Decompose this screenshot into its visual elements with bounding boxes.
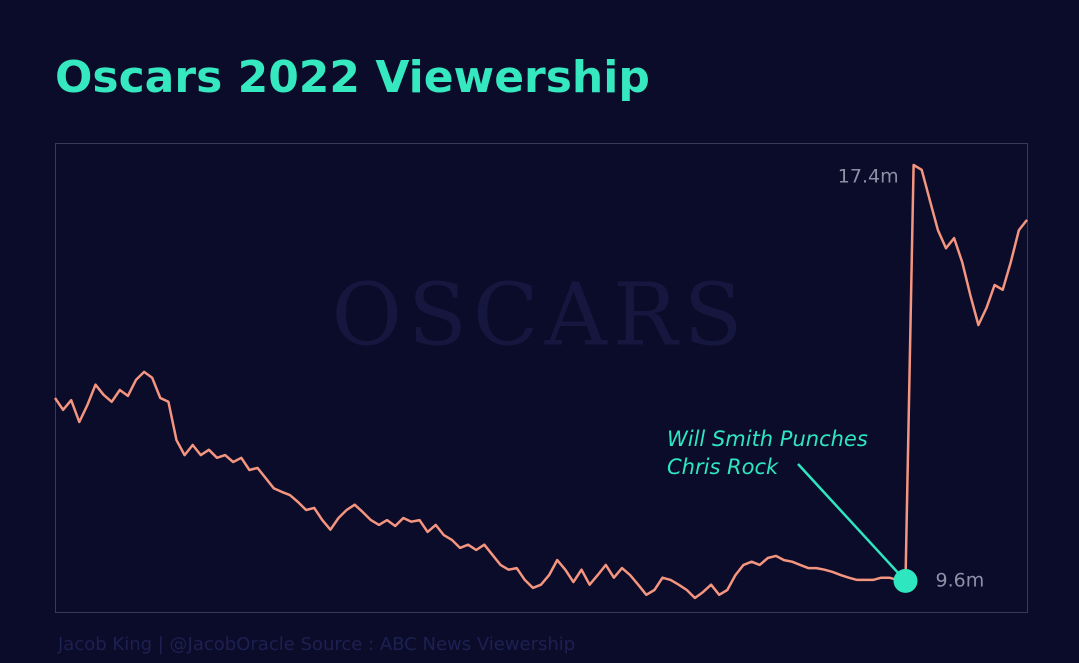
value-label: 9.6m (936, 569, 985, 591)
plot-frame (55, 143, 1028, 613)
source: Jacob King | @JacobOracle Source : ABC N… (57, 634, 575, 655)
highlight-point (893, 568, 918, 593)
annotation: Will Smith Punches (667, 427, 868, 451)
annotation-pointer (797, 463, 907, 582)
value-label: 17.4m (838, 166, 899, 188)
chart-title: Oscars 2022 Viewership (55, 52, 650, 103)
watermark: OSCARS (332, 266, 749, 366)
data-line (53, 163, 1028, 600)
annotation: Chris Rock (667, 455, 779, 479)
